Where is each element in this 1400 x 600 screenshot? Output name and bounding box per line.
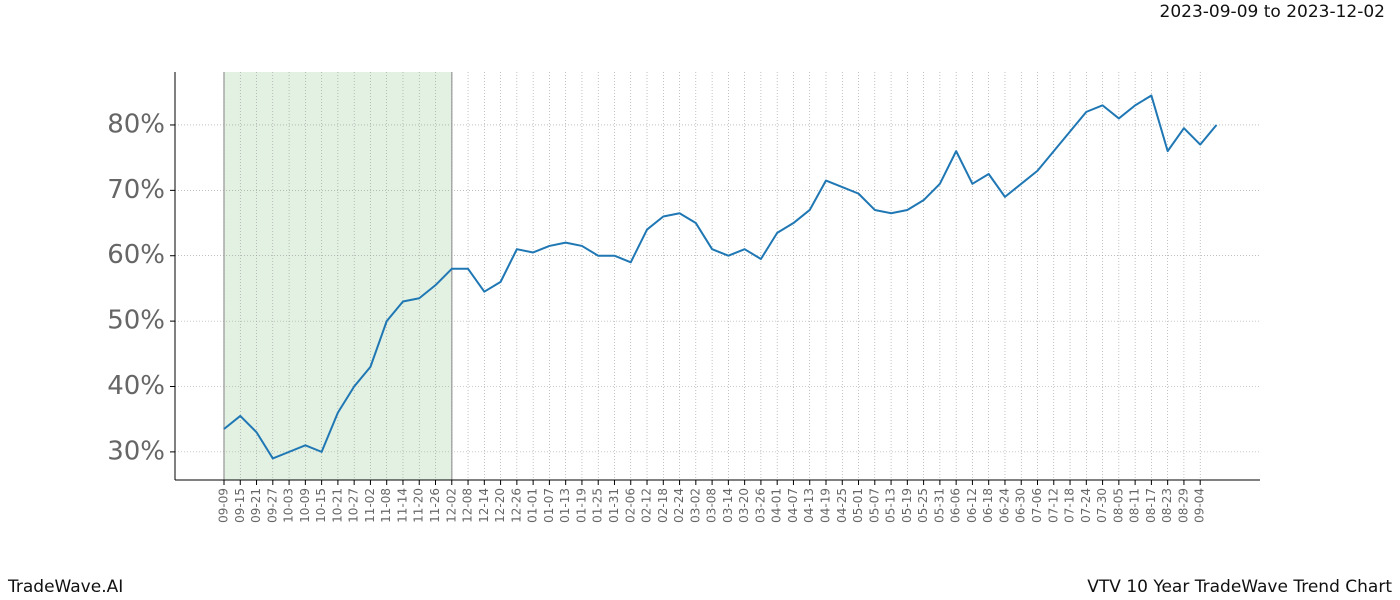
x-tick-label: 03-20 xyxy=(737,488,751,523)
x-tick-label: 12-20 xyxy=(493,488,507,523)
x-tick-label: 03-02 xyxy=(688,488,702,523)
chart-title: 2023-09-09 to 2023-12-02 xyxy=(1160,2,1385,22)
trend-line xyxy=(223,94,1218,460)
x-tick-label: 08-23 xyxy=(1160,488,1174,523)
x-tick-label: 09-27 xyxy=(265,488,279,523)
x-tick-label: 06-24 xyxy=(997,488,1011,523)
x-tick-label: 04-19 xyxy=(818,488,832,523)
x-tick-label: 11-02 xyxy=(363,488,377,523)
y-tick-label: 40% xyxy=(107,371,165,401)
x-tick-label: 02-24 xyxy=(672,488,686,523)
x-tick-label: 11-14 xyxy=(395,488,409,523)
x-tick-label: 09-21 xyxy=(249,488,263,523)
x-tick-label: 10-21 xyxy=(330,488,344,523)
x-tick-label: 11-26 xyxy=(428,488,442,523)
x-tick-label: 01-19 xyxy=(574,488,588,523)
x-tick-label: 03-14 xyxy=(721,488,735,523)
y-tick-label: 80% xyxy=(107,109,165,139)
y-tick-label: 50% xyxy=(107,306,165,336)
x-tick-label: 08-05 xyxy=(1111,488,1125,523)
x-tick-label: 06-06 xyxy=(949,488,963,523)
x-tick-label: 07-24 xyxy=(1079,488,1093,523)
y-tick-label: 70% xyxy=(107,175,165,205)
y-tick-label: 30% xyxy=(107,436,165,466)
x-tick-label: 05-31 xyxy=(932,488,946,523)
x-tick-label: 12-14 xyxy=(477,488,491,523)
x-tick-label: 01-31 xyxy=(607,488,621,523)
x-tick-label: 09-15 xyxy=(233,488,247,523)
x-tick-label: 09-04 xyxy=(1193,488,1207,523)
x-tick-label: 08-17 xyxy=(1144,488,1158,523)
x-tick-label: 03-08 xyxy=(705,488,719,523)
x-tick-label: 02-06 xyxy=(623,488,637,523)
x-tick-label: 05-01 xyxy=(851,488,865,523)
footer-left: TradeWave.AI xyxy=(7,577,123,597)
x-tick-label: 06-18 xyxy=(981,488,995,523)
x-tick-label: 03-26 xyxy=(753,488,767,523)
footer-right: VTV 10 Year TradeWave Trend Chart xyxy=(1087,577,1392,597)
x-tick-label: 12-08 xyxy=(461,488,475,523)
x-tick-label: 08-11 xyxy=(1128,488,1142,523)
x-tick-label: 12-26 xyxy=(509,488,523,523)
x-tick-label: 10-03 xyxy=(282,488,296,523)
x-tick-label: 06-30 xyxy=(1014,488,1028,523)
x-tick-label: 01-07 xyxy=(542,488,556,523)
x-tick-label: 04-01 xyxy=(770,488,784,523)
x-tick-label: 11-20 xyxy=(412,488,426,523)
x-tick-label: 01-13 xyxy=(558,488,572,523)
x-tick-label: 11-08 xyxy=(379,488,393,523)
x-tick-label: 07-30 xyxy=(1095,488,1109,523)
x-tick-label: 10-15 xyxy=(314,488,328,523)
x-tick-label: 08-29 xyxy=(1176,488,1190,523)
x-tick-label: 04-07 xyxy=(786,488,800,523)
x-tick-label: 02-18 xyxy=(656,488,670,523)
x-tick-label: 04-13 xyxy=(802,488,816,523)
x-tick-label: 05-19 xyxy=(900,488,914,523)
x-tick-label: 10-09 xyxy=(298,488,312,523)
x-tick-label: 07-12 xyxy=(1046,488,1060,523)
x-tick-label: 07-18 xyxy=(1063,488,1077,523)
y-tick-label: 60% xyxy=(107,240,165,270)
x-tick-label: 05-25 xyxy=(916,488,930,523)
x-tick-label: 12-02 xyxy=(444,488,458,523)
x-tick-label: 10-27 xyxy=(347,488,361,523)
x-tick-label: 02-12 xyxy=(640,488,654,523)
x-tick-label: 05-13 xyxy=(884,488,898,523)
x-tick-label: 09-09 xyxy=(217,488,231,523)
x-tick-label: 06-12 xyxy=(965,488,979,523)
x-tick-label: 01-01 xyxy=(526,488,540,523)
x-tick-label: 04-25 xyxy=(835,488,849,523)
x-tick-label: 07-06 xyxy=(1030,488,1044,523)
x-tick-label: 01-25 xyxy=(591,488,605,523)
x-tick-label: 05-07 xyxy=(867,488,881,523)
